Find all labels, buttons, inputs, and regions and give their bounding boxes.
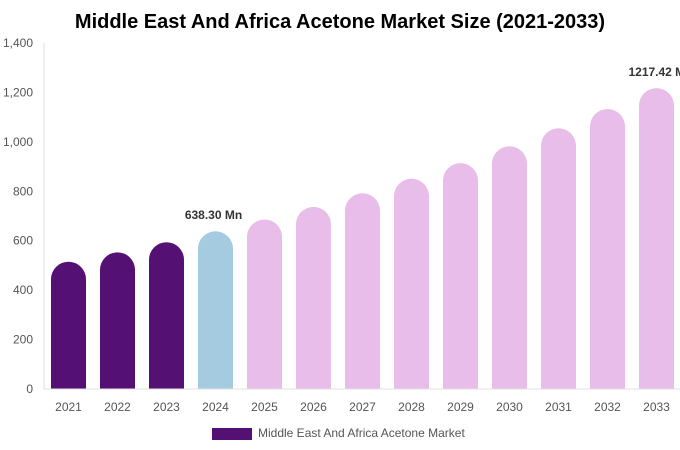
bar-2029 [443, 163, 478, 389]
x-tick-label: 2027 [349, 400, 376, 414]
bar-2027 [345, 193, 380, 389]
bar-2021 [51, 261, 86, 389]
bar-2031 [541, 128, 576, 389]
x-tick-label: 2030 [496, 400, 523, 414]
bar-2022 [100, 252, 135, 389]
legend-label: Middle East And Africa Acetone Market [258, 426, 465, 440]
bar-2028 [394, 178, 429, 389]
x-tick-label: 2025 [251, 400, 278, 414]
bar-2024 [198, 231, 233, 389]
y-axis: 0 200 400 600 800 1,000 1,200 1,400 [3, 36, 45, 396]
bar-2033 [639, 88, 674, 389]
y-tick-label: 600 [13, 234, 33, 248]
bar-2023 [149, 242, 184, 389]
x-tick-label: 2032 [594, 400, 621, 414]
bar-2025 [247, 219, 282, 389]
x-tick-label: 2029 [447, 400, 474, 414]
x-tick-label: 2023 [153, 400, 180, 414]
y-tick-label: 1,000 [3, 135, 33, 149]
x-tick-label: 2033 [643, 400, 670, 414]
x-tick-label: 2021 [55, 400, 82, 414]
bar-2030 [492, 146, 527, 389]
y-tick-label: 800 [13, 184, 33, 198]
legend: Middle East And Africa Acetone Market [212, 426, 465, 440]
data-label: 638.30 Mn [185, 208, 242, 222]
x-tick-label: 2028 [398, 400, 425, 414]
y-tick-label: 1,200 [3, 85, 33, 99]
x-tick-label: 2024 [202, 400, 229, 414]
y-tick-label: 0 [26, 382, 33, 396]
data-label: 1217.42 Mn [628, 65, 680, 79]
bars [51, 88, 674, 389]
bar-2032 [590, 108, 625, 389]
y-tick-label: 400 [13, 283, 33, 297]
data-labels: 638.30 Mn 1217.42 Mn [185, 65, 680, 222]
y-tick-label: 1,400 [3, 36, 33, 50]
legend-swatch [212, 428, 252, 440]
x-tick-label: 2026 [300, 400, 327, 414]
x-tick-label: 2031 [545, 400, 572, 414]
y-tick-label: 200 [13, 333, 33, 347]
x-tick-label: 2022 [104, 400, 131, 414]
bar-2026 [296, 206, 331, 389]
x-axis: 2021 2022 2023 2024 2025 2026 2027 2028 2029 2030… [44, 388, 680, 414]
chart-title: Middle East And Africa Acetone Market Si… [75, 11, 605, 33]
